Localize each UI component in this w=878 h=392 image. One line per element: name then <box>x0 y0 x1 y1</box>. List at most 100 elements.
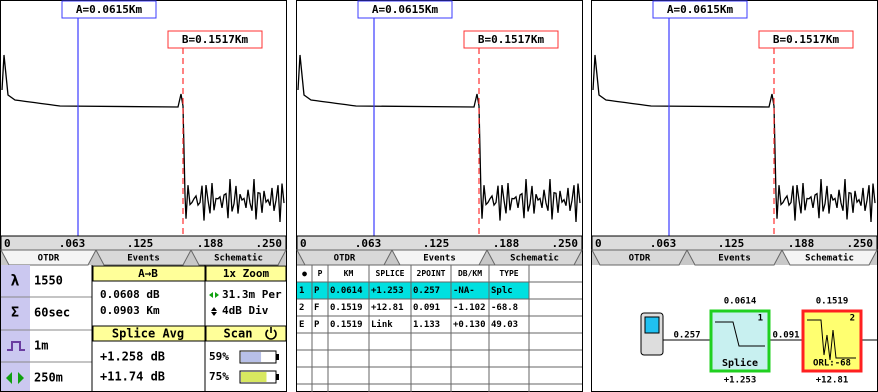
tab-label: Events <box>718 254 751 264</box>
trace <box>592 54 876 222</box>
tab <box>686 249 783 266</box>
span-length: 0.257 <box>673 331 700 341</box>
header: A→B <box>138 267 158 280</box>
event-type: ORL:-68 <box>813 359 851 369</box>
axis-label: .063 <box>59 237 86 250</box>
marker-b-label: B=0.1517Km <box>182 33 249 46</box>
panel: A=0.0615Km B=0.1517Km 0 .063 .125 .188 .250 OTD… <box>296 0 583 392</box>
axis-label: 0 <box>595 237 602 250</box>
cell: Splc <box>491 286 513 296</box>
header-cell <box>205 325 287 342</box>
event-loss: +1.253 <box>724 376 757 386</box>
cell: -68.8 <box>491 303 518 313</box>
tab-label: OTDR <box>334 254 356 264</box>
column-header: P <box>318 269 323 278</box>
tab-label: Schematic <box>805 253 854 264</box>
cell: 0.1519 <box>330 320 363 330</box>
column-header: TYPE <box>499 269 518 278</box>
cell: 0.0614 <box>330 286 363 296</box>
cell: +1.253 <box>371 286 404 296</box>
cell: F <box>314 303 319 313</box>
event-distance: 0.0614 <box>724 297 757 307</box>
event-trace <box>715 321 765 347</box>
axis-label: .188 <box>493 237 520 250</box>
cell: 0.091 <box>413 303 440 313</box>
cell: Link <box>371 319 393 330</box>
tab-label: Events <box>423 254 456 264</box>
cell: 1 <box>299 286 304 296</box>
column-header: KM <box>344 269 354 278</box>
trace <box>1 54 285 222</box>
axis-label: 0 <box>300 237 307 250</box>
event-box <box>709 309 771 373</box>
setting-value: 60sec <box>34 306 70 320</box>
icon-column <box>1 265 30 391</box>
icon: λ <box>10 272 19 290</box>
header: 1x Zoom <box>223 267 270 280</box>
span-length: 0.091 <box>772 331 799 341</box>
marker-a-label: A=0.0615Km <box>667 3 734 16</box>
marker-a-box <box>652 0 748 19</box>
header-cell <box>92 325 206 342</box>
tab <box>95 249 192 266</box>
panel: A=0.0615Km B=0.1517Km 0 .063 .125 .188 .250 OTD… <box>591 0 878 392</box>
tab-label: OTDR <box>629 254 651 264</box>
battery-tip <box>276 354 279 360</box>
column-header: 2POINT <box>417 269 446 278</box>
marker-a-label: A=0.0615Km <box>372 3 439 16</box>
column-header: SPLICE <box>376 269 405 278</box>
marker-a-label: A=0.0615Km <box>76 3 143 16</box>
value: 4dB Div <box>222 304 269 317</box>
event-type: Splice <box>722 357 758 369</box>
axis-label: .063 <box>355 237 382 250</box>
axis-label: 0 <box>4 237 11 250</box>
tab-label: Schematic <box>214 253 263 264</box>
header-cell <box>205 265 287 282</box>
cell: P <box>314 286 320 296</box>
column-header: DB/KM <box>458 269 482 278</box>
battery-fill <box>241 372 267 382</box>
setting-value: 250m <box>34 371 63 385</box>
cell: 2 <box>299 303 304 313</box>
icon: Σ <box>11 306 19 321</box>
cell: P <box>314 320 320 330</box>
value: 0.0608 dB <box>100 288 160 301</box>
battery-fill <box>241 352 262 362</box>
column-header: ● <box>302 269 307 278</box>
value: +11.74 dB <box>100 370 165 384</box>
axis-label: .188 <box>197 237 224 250</box>
arrow-icon <box>211 307 217 316</box>
tab <box>591 249 688 266</box>
value: 0.0903 Km <box>100 304 160 317</box>
value: +1.258 dB <box>100 350 165 364</box>
battery-tip <box>276 374 279 380</box>
row-highlight <box>297 282 529 299</box>
axis-label: .125 <box>423 237 450 250</box>
axis-label: .125 <box>718 237 745 250</box>
value: 31.3m Per <box>222 288 282 301</box>
setting-value: 1550 <box>34 274 63 288</box>
trace <box>297 54 581 222</box>
axis-label: .250 <box>256 237 283 250</box>
setting-value: 1m <box>34 339 48 353</box>
marker-a-box <box>61 0 157 19</box>
pulse-icon <box>7 341 25 351</box>
event-index: 2 <box>850 314 855 324</box>
cell: -1.102 <box>453 303 486 313</box>
header-cell <box>92 265 206 282</box>
marker-b-label: B=0.1517Km <box>773 33 840 46</box>
cell: 1.133 <box>413 320 440 330</box>
event-trace <box>807 319 856 361</box>
panel: A=0.0615Km B=0.1517Km 0 .063 .125 .188 .250 OTD… <box>0 0 287 392</box>
event-distance: 0.1519 <box>816 297 849 307</box>
event-index: 1 <box>758 314 763 324</box>
cell: 0.1519 <box>330 303 363 313</box>
cell: E <box>299 320 304 330</box>
cell: 0.257 <box>413 286 440 296</box>
axis-label: .250 <box>847 237 874 250</box>
range-icon <box>6 372 24 384</box>
device-screen <box>644 316 660 334</box>
tab <box>781 249 878 266</box>
tab-label: OTDR <box>38 254 60 264</box>
